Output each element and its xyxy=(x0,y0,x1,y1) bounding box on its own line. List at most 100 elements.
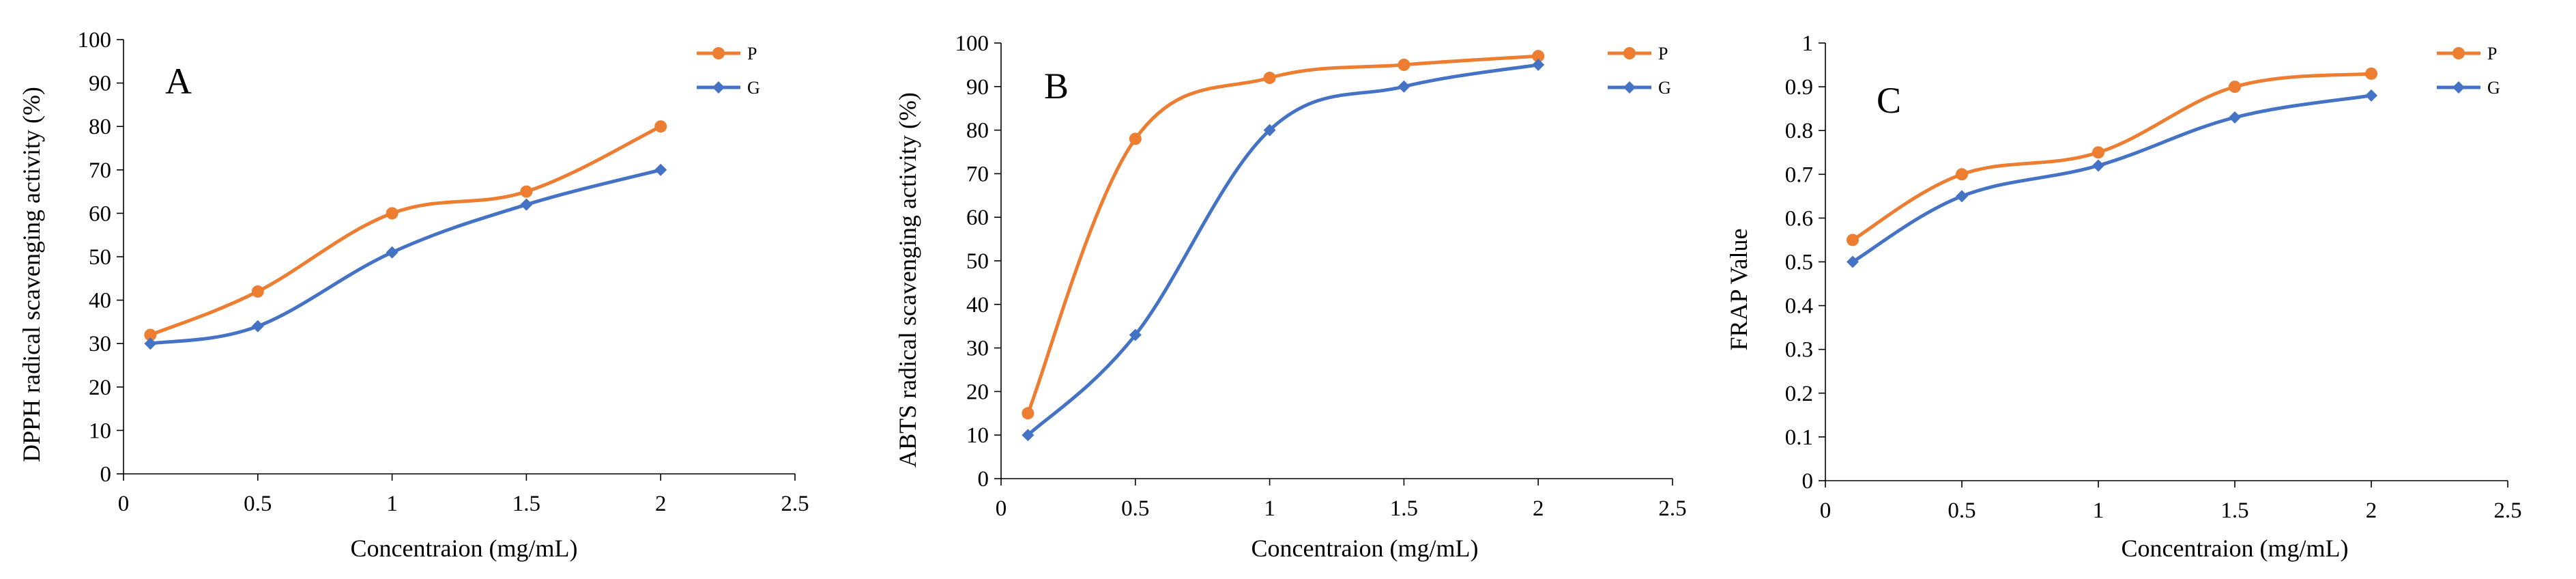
panel-b-series-g-point xyxy=(1022,429,1034,442)
panel-b-y-tick-label: 40 xyxy=(966,293,989,317)
panel-b-legend-p-marker xyxy=(1623,47,1636,59)
panel-a-series-p-point xyxy=(520,185,533,198)
panel-c-series-g-point xyxy=(2229,111,2241,124)
panel-a-y-tick-label: 60 xyxy=(89,201,111,226)
panel-c-y-tick-label: 0.9 xyxy=(1785,75,1813,100)
panel-c-legend-p-marker xyxy=(2452,47,2465,59)
panel-b-y-tick-label: 70 xyxy=(966,162,989,186)
panel-b-y-tick-label: 0 xyxy=(978,467,989,492)
panel-c-label: C xyxy=(1877,80,1901,121)
panel-c-legend-g-marker xyxy=(2452,81,2465,94)
panel-b-y-tick-label: 90 xyxy=(966,75,989,100)
panel-c-series-p-point xyxy=(2365,67,2377,80)
panel-a-legend-p-marker xyxy=(712,47,725,59)
panel-a-y-tick-label: 50 xyxy=(89,245,111,270)
panel-b-series-p-point xyxy=(1263,72,1276,85)
panel-b-y-tick-label: 10 xyxy=(966,423,989,448)
panel-c-y-tick-label: 0.6 xyxy=(1785,206,1813,231)
panel-b-series-g-point xyxy=(1129,328,1142,341)
panel-c-y-tick-label: 0.3 xyxy=(1785,338,1813,363)
panel-b-series-g-point xyxy=(1398,80,1410,93)
panel-c-chart: C FRAP Value Concentraion (mg/mL) xyxy=(1725,80,2348,562)
panel-a-y-tick-label: 30 xyxy=(89,332,111,356)
panel-c-x-tick-label: 0 xyxy=(1820,498,1832,523)
panel-b-plot: 0 10 20 30 40 50 60 70 80 90 100 0 0.5 1 1.5 2 2.5 PG xyxy=(955,31,1687,521)
panel-b-label: B xyxy=(1044,66,1069,107)
panel-a-y-tick-label: 40 xyxy=(89,289,111,313)
panel-b-chart: B ABTS radical scavenging activity (%) C… xyxy=(894,66,1478,562)
panel-a-series-g-point xyxy=(144,337,157,350)
panel-c-x-tick-label: 2 xyxy=(2366,498,2377,523)
panel-b-x-tick-label: 1 xyxy=(1264,496,1275,521)
panel-a-chart: A DPPH radical scavenging activity (%) C… xyxy=(18,61,577,562)
panel-a-series-p-point xyxy=(386,207,399,220)
panel-b-series-p-point xyxy=(1129,132,1142,145)
panel-c-series-p-line xyxy=(1851,72,2373,242)
panel-b-y-tick-label: 80 xyxy=(966,119,989,143)
panel-c-y-tick-label: 1 xyxy=(1802,31,1814,56)
panel-b-legend-g-label: G xyxy=(1658,78,1671,98)
panel-b-x-tick-label: 0.5 xyxy=(1121,496,1149,521)
panel-c-series-p-point xyxy=(2092,146,2104,159)
panel-a-y-tick-label: 100 xyxy=(78,28,112,53)
panel-c-y-tick-label: 0.4 xyxy=(1785,294,1813,319)
panel-a-series-g-point xyxy=(386,246,399,259)
panel-b-x-tick-label: 1.5 xyxy=(1390,496,1418,521)
panel-a-x-tick-label: 1.5 xyxy=(512,492,540,516)
panel-c-x-axis-title: Concentraion (mg/mL) xyxy=(2122,535,2349,562)
panel-a-series-g-point xyxy=(654,163,667,176)
panel-c-series-g-point xyxy=(2365,89,2377,102)
panel-b-series-p-point xyxy=(1532,50,1545,63)
panel-a-x-tick-label: 2 xyxy=(655,492,667,516)
panel-a-x-tick-label: 1 xyxy=(386,492,398,516)
panel-c-y-tick-label: 0.1 xyxy=(1785,425,1813,450)
panel-b-y-tick-label: 20 xyxy=(966,380,989,404)
panel-c-y-axis-title: FRAP Value xyxy=(1725,228,1752,350)
panel-c-series-p-point xyxy=(2229,81,2241,94)
panel-b-series-p-point xyxy=(1398,58,1410,71)
panel-a-series-g-point xyxy=(520,198,533,211)
panel-c-y-tick-label: 0.5 xyxy=(1785,251,1813,275)
panel-b-series-p-point xyxy=(1022,407,1034,420)
panel-b-y-tick-label: 60 xyxy=(966,206,989,230)
panel-c-x-tick-label: 1.5 xyxy=(2220,498,2248,523)
panel-b-series-g-point xyxy=(1263,124,1276,137)
panel-b-x-tick-label: 2.5 xyxy=(1658,496,1686,521)
panel-a-series-p-point xyxy=(251,285,264,298)
panel-a-series-p-point xyxy=(654,120,667,133)
panel-a-legend-g-label: G xyxy=(747,78,760,98)
panel-c-legend-g-label: G xyxy=(2487,78,2500,98)
panel-c-series-g-point xyxy=(1956,190,1968,203)
panel-a-y-tick-label: 80 xyxy=(89,115,111,139)
panel-b-x-tick-label: 0 xyxy=(996,496,1007,521)
panel-c-plot: 0 0.1 0.2 0.3 0.4 0.5 0.6 0.7 0.8 0.9 1 0 0.5 1 1.5 2 2.… xyxy=(1785,31,2522,523)
panel-c-legend-p-label: P xyxy=(2487,44,2497,63)
panel-b-y-tick-label: 30 xyxy=(966,337,989,361)
panel-c-y-tick-label: 0 xyxy=(1802,469,1814,494)
panel-b-legend-p-label: P xyxy=(1658,44,1668,63)
panel-b-x-axis-title: Concentraion (mg/mL) xyxy=(1251,535,1479,562)
panel-c-x-tick-label: 2.5 xyxy=(2493,498,2521,523)
panel-b-legend-g-marker xyxy=(1623,81,1636,94)
panel-c-x-tick-label: 1 xyxy=(2093,498,2104,523)
panel-a-series-g-line xyxy=(148,168,663,345)
panel-a-series-p-point xyxy=(144,328,157,341)
panel-a-legend-p-label: P xyxy=(747,44,757,63)
panel-a-series-p-line xyxy=(148,124,663,337)
panel-a-x-tick-label: 0.5 xyxy=(244,492,272,516)
panel-b-series-g-point xyxy=(1532,58,1545,71)
panel-c-series-p-point xyxy=(1847,234,1859,246)
panel-c-series-g-point xyxy=(2092,159,2104,172)
panel-a-y-tick-label: 0 xyxy=(100,462,112,487)
panel-a-series-g-point xyxy=(251,320,264,333)
panel-a-legend-g-marker xyxy=(712,81,725,94)
panel-c-series-g-line xyxy=(1851,94,2373,264)
panel-b-y-axis-title: ABTS radical scavenging activity (%) xyxy=(894,92,921,468)
panel-a-label: A xyxy=(165,61,192,102)
panel-c-series-p-point xyxy=(1956,168,1968,181)
panel-a-y-tick-label: 10 xyxy=(89,419,111,443)
panel-b-y-tick-label: 100 xyxy=(955,31,989,56)
panel-a-plot: 0 10 20 30 40 50 60 70 80 90 100 0 0.5 1 1.5 2 2.5 PG xyxy=(78,28,809,516)
